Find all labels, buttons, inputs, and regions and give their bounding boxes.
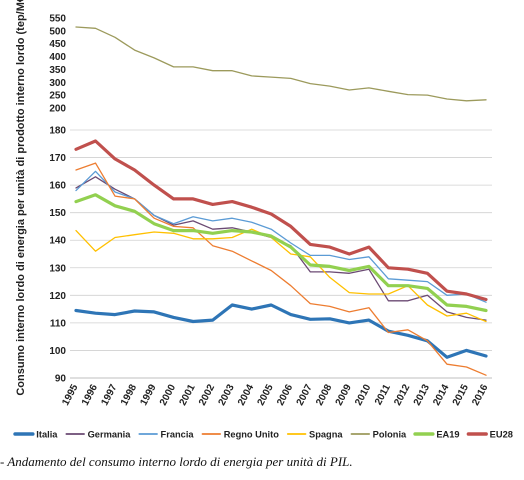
y-tick-label-upper: 200 bbox=[49, 104, 66, 115]
x-tick-label: 1996 bbox=[80, 382, 100, 407]
y-tick-label-lower: 160 bbox=[49, 181, 66, 192]
x-tick-label: 1998 bbox=[119, 382, 139, 407]
x-tick-label: 2015 bbox=[451, 382, 471, 407]
x-tick-label: 2010 bbox=[353, 382, 373, 407]
y-tick-label-upper: 300 bbox=[49, 78, 66, 89]
y-tick-label-upper: 400 bbox=[49, 52, 66, 63]
legend-label: Italia bbox=[36, 429, 58, 439]
legend: Italia Germania Francia Regno Unito Spagna Po… bbox=[13, 429, 513, 439]
x-tick-label: 1997 bbox=[99, 382, 119, 407]
x-tick-label: 2002 bbox=[197, 382, 217, 407]
y-tick-label-lower: 120 bbox=[49, 291, 66, 302]
x-axis: 1995 1996 1997 1998 1999 2000 2001 2002 2003 2004… bbox=[60, 382, 490, 407]
x-tick-label: 2011 bbox=[373, 382, 393, 407]
y-tick-label-lower: 110 bbox=[50, 318, 67, 329]
y-tick-label-upper: 450 bbox=[49, 39, 66, 50]
legend-item: Francia bbox=[138, 429, 195, 439]
series-layer bbox=[74, 26, 488, 376]
x-tick-label: 2006 bbox=[275, 382, 295, 407]
series-line-polonia bbox=[75, 26, 487, 102]
y-tick-label-lower: 90 bbox=[55, 374, 67, 385]
legend-item: Polonia bbox=[350, 429, 407, 439]
y-tick-label-lower: 100 bbox=[49, 346, 66, 357]
x-tick-label: 2016 bbox=[470, 382, 490, 407]
x-tick-label: 1999 bbox=[138, 382, 158, 407]
figure-caption: - Andamento del consumo interno lordo di… bbox=[0, 454, 353, 469]
y-tick-label-lower: 130 bbox=[49, 263, 66, 274]
legend-label: Francia bbox=[161, 429, 195, 439]
x-tick-label: 2004 bbox=[236, 382, 256, 407]
series-line-ea19 bbox=[74, 193, 488, 313]
legend-label: EU28 bbox=[490, 429, 513, 439]
series-line-regno-unito bbox=[75, 162, 487, 376]
x-tick-label: 2001 bbox=[178, 382, 198, 407]
y-tick-label-upper: 550 bbox=[49, 14, 66, 25]
series-line-spagna bbox=[75, 228, 487, 323]
x-tick-label: 1995 bbox=[60, 382, 80, 407]
series-line-eu28 bbox=[74, 139, 488, 302]
series-line-francia bbox=[75, 170, 487, 303]
legend-item: Italia bbox=[13, 429, 58, 439]
y-tick-label-lower: 150 bbox=[49, 208, 66, 219]
legend-item: Spagna bbox=[286, 429, 343, 439]
x-tick-label: 2005 bbox=[256, 382, 276, 407]
x-tick-label: 2013 bbox=[412, 382, 432, 407]
legend-label: Polonia bbox=[373, 429, 407, 439]
series-line-germania bbox=[75, 176, 487, 321]
legend-label: Germania bbox=[88, 429, 132, 439]
x-tick-label: 2012 bbox=[392, 382, 412, 407]
x-tick-label: 2009 bbox=[334, 382, 354, 407]
y-tick-label-upper: 350 bbox=[49, 65, 66, 76]
y-axis-title: Consumo interno lordo di energia per uni… bbox=[15, 0, 27, 396]
legend-item: Regno Unito bbox=[201, 429, 279, 439]
legend-item: EU28 bbox=[466, 429, 513, 439]
y-tick-label-upper: 250 bbox=[49, 91, 66, 102]
y-tick-label-upper: 500 bbox=[49, 26, 66, 37]
y-tick-label-lower: 170 bbox=[49, 153, 66, 164]
legend-label: EA19 bbox=[436, 429, 459, 439]
x-tick-label: 2000 bbox=[158, 382, 178, 407]
y-tick-label-lower: 140 bbox=[49, 236, 66, 247]
series-line-italia bbox=[74, 303, 488, 359]
legend-item: EA19 bbox=[413, 429, 460, 439]
legend-label: Spagna bbox=[309, 429, 343, 439]
x-tick-label: 2014 bbox=[431, 382, 451, 407]
legend-label: Regno Unito bbox=[224, 429, 279, 439]
x-tick-label: 2007 bbox=[295, 382, 315, 407]
x-tick-label: 2003 bbox=[217, 382, 237, 407]
y-tick-label-lower: 180 bbox=[49, 126, 66, 137]
legend-item: Germania bbox=[65, 429, 132, 439]
x-tick-label: 2008 bbox=[314, 382, 334, 407]
lower-panel: 180 170 160 150 140 130 120 110 100 90 bbox=[49, 126, 492, 385]
